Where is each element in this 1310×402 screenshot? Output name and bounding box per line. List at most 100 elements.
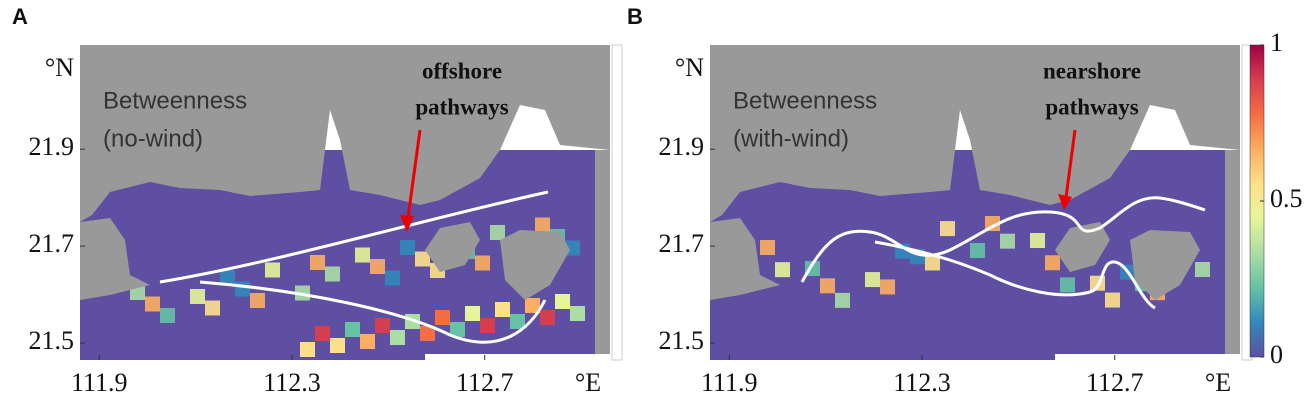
y-unit: °N: [675, 53, 704, 82]
y-tick-label: 21.9: [29, 132, 75, 161]
blank: [1055, 354, 1240, 362]
pathway: [199, 280, 547, 344]
x-unit: °E: [1205, 368, 1231, 397]
cell: [1000, 233, 1015, 249]
cell: [835, 292, 850, 308]
cell: [160, 308, 175, 323]
cell: [300, 342, 315, 357]
cell: [1045, 255, 1060, 271]
colorbar-tick-label: 0.5: [1270, 184, 1303, 213]
cell: [1030, 233, 1045, 249]
y-unit: °N: [45, 53, 74, 82]
cell: [555, 294, 570, 309]
cell: [1015, 253, 1030, 269]
x-tick-label: 112.7: [1086, 368, 1144, 397]
pathway: [159, 190, 549, 284]
annotation: Betweenness: [733, 87, 877, 114]
callout: pathways: [415, 94, 508, 119]
cell: [315, 326, 330, 341]
cell: [790, 283, 805, 299]
cell: [400, 240, 415, 255]
cell: [190, 289, 205, 304]
y-tick-label: 21.5: [659, 326, 705, 355]
land: [80, 45, 610, 222]
x-tick-label: 112.7: [456, 368, 514, 397]
cell: [465, 306, 480, 321]
cell: [480, 318, 495, 333]
cell: [535, 217, 550, 233]
arrowhead: [400, 215, 414, 232]
cell: [420, 326, 435, 341]
cell: [475, 255, 490, 271]
cell: [145, 296, 160, 312]
land: [595, 150, 610, 360]
island: [1055, 222, 1110, 272]
cell: [220, 270, 235, 285]
x-tick-label: 111.9: [71, 368, 128, 397]
panel-label: B: [627, 4, 643, 29]
cell: [775, 262, 790, 278]
cell: [340, 278, 355, 293]
arrow: [1063, 129, 1077, 206]
x-tick-label: 111.9: [701, 368, 758, 397]
cell: [175, 277, 190, 293]
callout: nearshore: [1043, 58, 1141, 83]
cell: [235, 281, 250, 297]
cell: [330, 338, 345, 353]
land: [80, 218, 150, 300]
colorbar-tick-label: 0: [1270, 340, 1283, 369]
map-panel: A Betweenness (no-wind) offshore pathways 111…: [12, 4, 623, 397]
land: [1225, 150, 1240, 360]
cell: [490, 225, 505, 240]
cell: [1195, 262, 1210, 278]
cell: [325, 266, 340, 282]
cell: [205, 300, 220, 316]
x-unit: °E: [575, 368, 601, 397]
cell: [850, 262, 865, 278]
cell: [310, 255, 325, 270]
cell: [250, 293, 265, 308]
callout: offshore: [422, 58, 502, 83]
arrow: [405, 129, 422, 226]
y-tick-label: 21.7: [29, 229, 75, 258]
island: [425, 222, 480, 272]
cell: [865, 272, 880, 288]
land: [710, 218, 780, 300]
cell: [345, 322, 360, 337]
cell: [970, 243, 985, 259]
cell: [925, 255, 940, 271]
cell: [820, 278, 835, 294]
cell: [525, 298, 540, 313]
cell: [355, 247, 370, 263]
pathway: [800, 196, 1206, 283]
x-tick-label: 112.3: [893, 368, 951, 397]
cell: [570, 306, 585, 321]
cell: [1060, 277, 1075, 293]
arrowhead: [1058, 194, 1072, 210]
panel-label: A: [12, 4, 28, 29]
cell: [450, 322, 465, 337]
cell: [375, 318, 390, 333]
blank: [425, 354, 610, 362]
cell: [510, 314, 525, 329]
cell: [415, 251, 430, 267]
cell: [265, 262, 280, 278]
cell: [940, 221, 955, 237]
cell: [385, 270, 400, 286]
cell: [1105, 292, 1120, 308]
cell: [390, 330, 405, 345]
cell: [495, 302, 510, 317]
cell: [360, 334, 375, 349]
land: [710, 45, 1240, 222]
callout: pathways: [1045, 94, 1138, 119]
pathway: [874, 240, 1156, 310]
annotation: Betweenness: [103, 87, 247, 114]
map-panel: B Betweenness (with-wind) nearshore pathways…: [627, 4, 1253, 397]
annotation: (no-wind): [103, 125, 203, 152]
cell: [370, 259, 385, 274]
cell: [540, 310, 555, 325]
x-tick-label: 112.3: [263, 368, 321, 397]
y-tick-label: 21.9: [659, 132, 705, 161]
cell: [435, 310, 450, 325]
cell: [760, 240, 775, 255]
